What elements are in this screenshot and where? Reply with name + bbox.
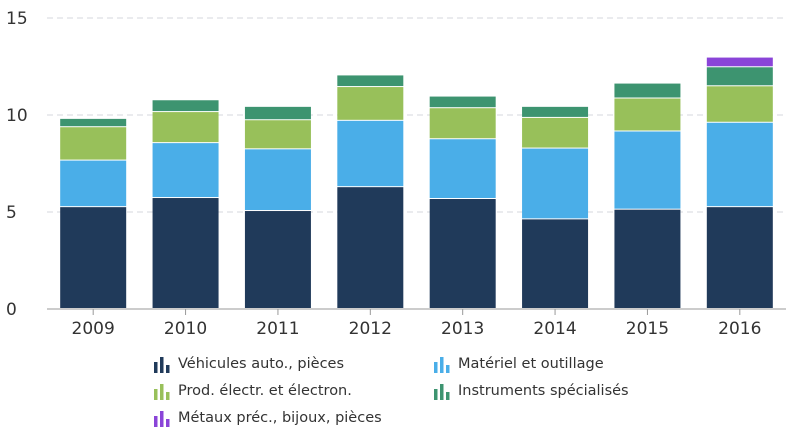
bar-segment xyxy=(706,207,773,308)
x-tick-label: 2009 xyxy=(72,319,115,339)
bar-segment xyxy=(429,108,496,139)
bar-segment xyxy=(152,198,219,308)
bar-chart-icon xyxy=(153,382,171,400)
legend-item[interactable]: Matériel et outillage xyxy=(433,355,604,373)
y-tick-label: 15 xyxy=(6,9,28,29)
x-tick-label: 2010 xyxy=(164,319,207,339)
legend-label: Prod. électr. et électron. xyxy=(178,383,352,399)
bar-segment xyxy=(706,57,773,67)
bar-segment xyxy=(244,120,311,149)
bar-segment xyxy=(429,96,496,108)
x-tick-label: 2011 xyxy=(256,319,299,339)
bar-segment xyxy=(244,106,311,120)
x-tick-label: 2013 xyxy=(441,319,484,339)
y-tick-label: 5 xyxy=(6,203,17,223)
y-tick-label: 0 xyxy=(6,300,17,320)
bar-segment xyxy=(60,118,127,127)
bar-segment xyxy=(337,120,404,187)
bar-segment xyxy=(706,86,773,122)
bar-segment xyxy=(522,219,589,308)
bar-segment xyxy=(244,211,311,308)
bar-chart-icon xyxy=(433,355,451,373)
x-tick-label: 2015 xyxy=(626,319,669,339)
bar-segment xyxy=(522,106,589,117)
bar-segment xyxy=(706,67,773,86)
bar-segment xyxy=(429,139,496,199)
bar-segment xyxy=(429,199,496,308)
stacked-bar-chart: 0 5 10 15 2009 2010 2011 2012 2013 2014 2015 2016 xyxy=(6,9,786,339)
x-tick-label: 2016 xyxy=(718,319,761,339)
bar-segment xyxy=(60,160,127,207)
bar-segment xyxy=(522,117,589,148)
bar-segment xyxy=(614,98,681,131)
chart-area: 0 5 10 15 2009 2010 2011 2012 2013 2014 2015 2016 xyxy=(6,9,786,339)
bar-segment xyxy=(152,112,219,143)
bar-segment xyxy=(337,75,404,87)
bar-chart-icon xyxy=(153,409,171,427)
bar-segment xyxy=(60,127,127,160)
bar-segment xyxy=(60,207,127,308)
bar-chart-icon xyxy=(433,382,451,400)
bar-segment xyxy=(522,148,589,219)
legend-label: Instruments spécialisés xyxy=(458,383,629,399)
legend-label: Véhicules auto., pièces xyxy=(178,356,345,372)
legend-item[interactable]: Prod. électr. et électron. xyxy=(153,382,352,400)
bar-segment xyxy=(152,100,219,112)
bar-segment xyxy=(337,87,404,120)
x-tick-label: 2014 xyxy=(533,319,576,339)
y-tick-label: 10 xyxy=(6,106,28,126)
bar-chart-icon xyxy=(153,355,171,373)
bar-segment xyxy=(614,83,681,98)
bar-segment xyxy=(614,131,681,209)
bar-segment xyxy=(244,149,311,211)
bar-segment xyxy=(152,143,219,198)
bar-segment xyxy=(614,209,681,308)
legend-item[interactable]: Véhicules auto., pièces xyxy=(153,355,344,373)
legend-label: Matériel et outillage xyxy=(458,356,604,372)
legend-item[interactable]: Métaux préc., bijoux, pièces xyxy=(153,409,382,427)
legend-label: Métaux préc., bijoux, pièces xyxy=(178,410,382,426)
bar-segment xyxy=(337,187,404,308)
bar-segment xyxy=(706,122,773,207)
x-tick-label: 2012 xyxy=(349,319,392,339)
legend-item[interactable]: Instruments spécialisés xyxy=(433,382,629,400)
